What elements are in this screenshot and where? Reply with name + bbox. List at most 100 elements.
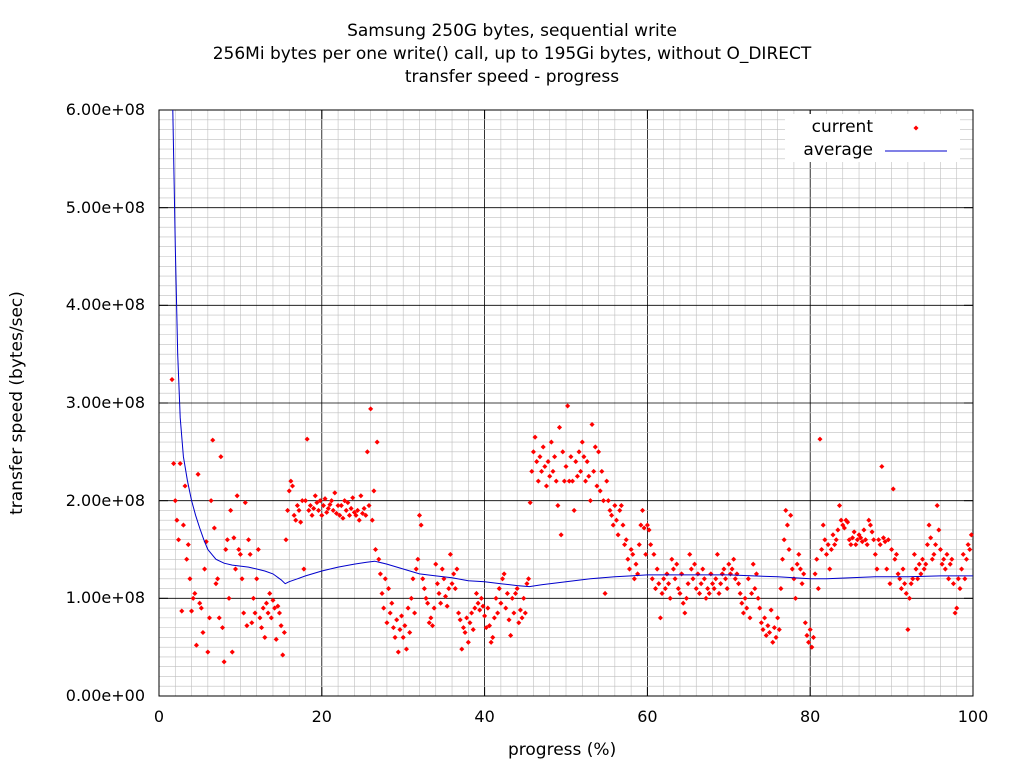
- current-point: [880, 535, 887, 541]
- current-point: [224, 537, 230, 543]
- current-point: [405, 605, 411, 611]
- current-point: [908, 581, 914, 587]
- current-point: [426, 620, 432, 626]
- y-tick-label: 5.00e+08: [65, 197, 145, 217]
- current-point: [721, 566, 727, 572]
- current-point: [374, 439, 380, 445]
- current-point: [788, 512, 794, 518]
- current-point: [299, 498, 305, 504]
- current-point: [433, 561, 439, 567]
- current-point: [942, 566, 948, 572]
- current-point: [581, 454, 587, 460]
- current-point: [597, 488, 603, 494]
- current-point: [776, 627, 782, 633]
- current-point: [565, 403, 571, 409]
- current-point: [247, 551, 253, 557]
- current-point: [742, 595, 748, 601]
- current-point: [832, 542, 838, 548]
- current-point: [747, 615, 753, 621]
- current-point: [936, 527, 942, 533]
- current-point: [569, 478, 576, 484]
- current-point: [447, 551, 453, 557]
- current-point: [237, 551, 243, 557]
- current-point: [369, 517, 375, 523]
- current-point: [954, 605, 960, 611]
- current-point: [537, 454, 543, 460]
- current-point: [962, 576, 968, 582]
- current-point: [631, 576, 637, 582]
- current-point: [768, 607, 774, 613]
- y-tick-label: 0.00e+00: [65, 686, 145, 705]
- current-point: [854, 537, 860, 543]
- current-point: [524, 581, 530, 587]
- current-point: [488, 639, 494, 645]
- current-point: [250, 595, 256, 601]
- current-point: [532, 434, 538, 440]
- current-point: [967, 546, 973, 553]
- current-point: [918, 571, 924, 577]
- current-point: [407, 629, 413, 636]
- current-point: [469, 610, 475, 616]
- current-point: [893, 551, 900, 557]
- current-point: [755, 595, 761, 601]
- current-point: [420, 576, 426, 582]
- current-point: [309, 512, 315, 518]
- current-point: [343, 507, 349, 513]
- tick-marks: [158, 109, 974, 697]
- current-point: [965, 542, 971, 548]
- current-point: [797, 566, 803, 572]
- current-point: [913, 566, 919, 572]
- current-point: [765, 623, 771, 629]
- current-point: [526, 576, 532, 582]
- current-point: [771, 625, 777, 631]
- current-point: [682, 610, 688, 616]
- current-point: [423, 595, 429, 601]
- current-point: [644, 522, 650, 528]
- current-point: [623, 537, 629, 543]
- current-point: [294, 503, 300, 509]
- current-point: [636, 542, 642, 548]
- current-point: [260, 605, 266, 611]
- current-point: [705, 586, 711, 592]
- current-point: [819, 546, 825, 553]
- current-point: [387, 610, 393, 616]
- current-point: [368, 406, 374, 412]
- current-point: [501, 571, 507, 577]
- current-point: [330, 507, 336, 513]
- current-point: [278, 623, 284, 629]
- current-point: [626, 566, 633, 572]
- current-point: [775, 615, 781, 621]
- current-point: [543, 483, 550, 489]
- current-point: [921, 566, 927, 572]
- current-point: [770, 639, 776, 645]
- x-tick-label: 100: [957, 707, 989, 726]
- x-tick-label: 0: [153, 707, 165, 726]
- series-current: [169, 377, 974, 665]
- current-point: [696, 590, 703, 596]
- current-point: [659, 590, 665, 596]
- series-average: [172, 109, 973, 588]
- current-point: [900, 566, 906, 572]
- current-point: [703, 595, 709, 601]
- current-point: [615, 532, 621, 538]
- current-point: [934, 503, 940, 509]
- current-point: [848, 542, 854, 548]
- current-point: [919, 556, 926, 562]
- current-point: [315, 507, 322, 513]
- current-point: [475, 600, 481, 606]
- current-point: [685, 581, 691, 587]
- current-point: [830, 532, 836, 538]
- current-point: [410, 576, 416, 582]
- current-point: [400, 634, 406, 640]
- current-point: [386, 586, 392, 592]
- current-point: [656, 581, 662, 587]
- current-point: [390, 625, 396, 631]
- current-point: [667, 595, 673, 601]
- current-point: [530, 449, 536, 455]
- current-point: [519, 615, 525, 621]
- current-point: [612, 503, 618, 509]
- current-point: [289, 483, 296, 489]
- current-point: [337, 512, 343, 518]
- current-point: [960, 551, 966, 557]
- current-point: [416, 512, 423, 518]
